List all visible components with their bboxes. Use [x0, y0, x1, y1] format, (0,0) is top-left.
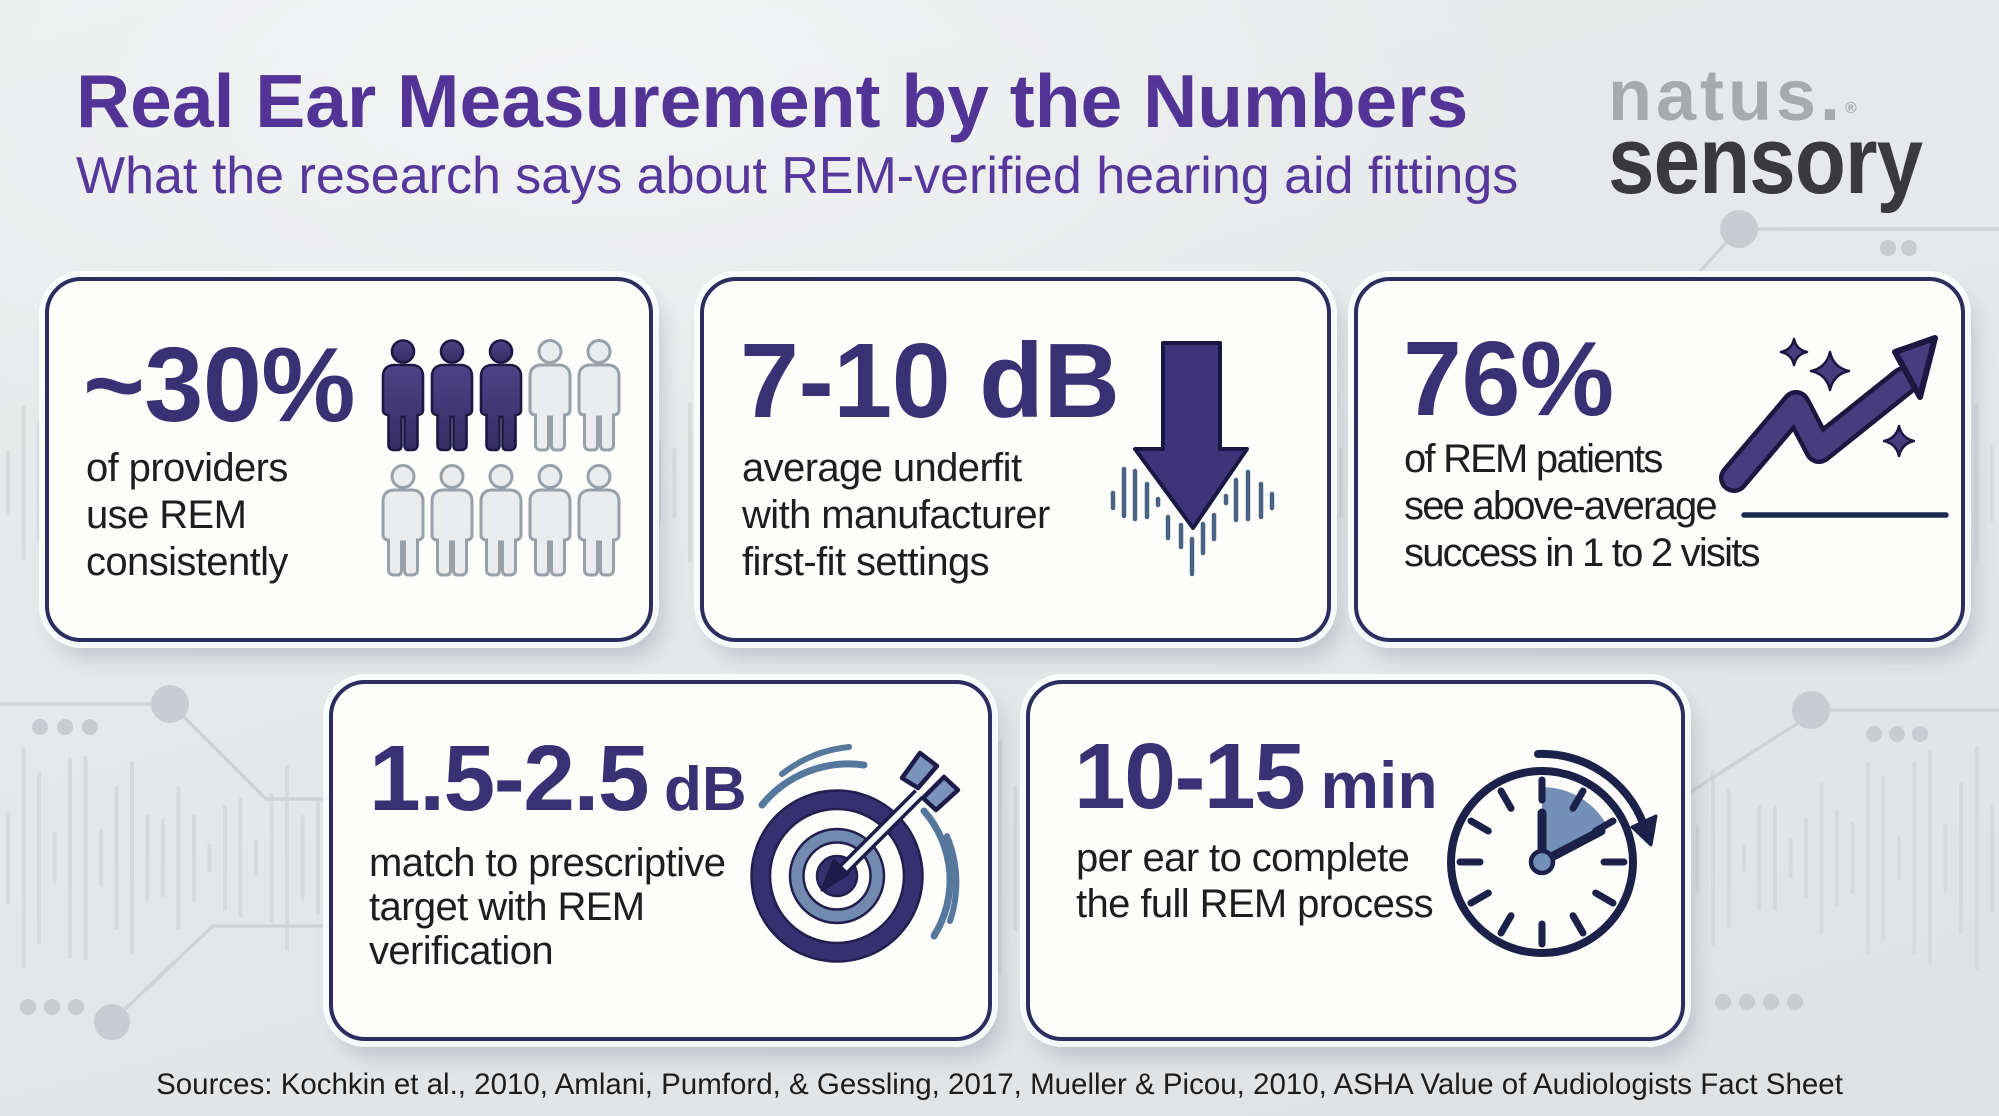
- soundwave-bars: [1110, 466, 1275, 577]
- stat-card-duration: 10-15 min per ear to complete the full RE…: [1026, 680, 1685, 1041]
- zigzag-arrow: [1719, 335, 1938, 493]
- page-subtitle: What the research says about REM-verifie…: [76, 147, 1519, 205]
- stat-unit: min: [1320, 748, 1438, 822]
- brand-logo-natus: natus.®: [1608, 56, 1857, 136]
- stat-value: 1.5-2.5 dB: [369, 732, 747, 825]
- stat-description: of providers use REM consistently: [86, 446, 288, 584]
- target-arcs: [758, 744, 960, 940]
- bullseye-target-icon: [750, 744, 961, 963]
- page-title: Real Ear Measurement by the Numbers: [76, 59, 1469, 143]
- stat-value: 76%: [1403, 326, 1630, 432]
- stat-description: match to prescriptive target with REM ve…: [369, 841, 726, 973]
- stat-description: of REM patients see above-average succes…: [1404, 437, 1761, 575]
- circuit-dots: [20, 210, 1928, 1040]
- people-grid-icon: [381, 339, 621, 577]
- down-arrow-soundwave-icon: [1110, 341, 1275, 577]
- stat-card-rem-usage: ~30% of providers use REM consistently: [45, 277, 653, 642]
- stat-description: per ear to complete the full REM process: [1076, 836, 1434, 926]
- stat-card-success: 76% of REM patients see above-average su…: [1354, 277, 1965, 642]
- sparkles: [1779, 337, 1916, 458]
- stat-card-target-match: 1.5-2.5 dB match to prescriptive target w…: [329, 680, 992, 1041]
- dart-arrow: [820, 750, 961, 892]
- clock-face: [1447, 767, 1637, 957]
- stat-number: 10-15: [1074, 724, 1306, 828]
- stat-value: 10-15 min: [1074, 730, 1438, 823]
- stat-value: ~30%: [83, 332, 371, 438]
- clock-rotation-arrow: [1534, 749, 1658, 847]
- registered-trademark-icon: ®: [1845, 100, 1857, 117]
- stat-number: 7-10 dB: [740, 322, 1120, 440]
- stat-value: 7-10 dB: [740, 328, 1135, 434]
- down-arrow: [1133, 341, 1249, 530]
- clock-center: [1528, 848, 1556, 876]
- sources-footnote: Sources: Kochkin et al., 2010, Amlani, P…: [156, 1068, 1843, 1101]
- stat-number: ~30%: [83, 326, 356, 444]
- clock-timer-icon: [1447, 749, 1658, 957]
- stat-number: 76%: [1403, 320, 1614, 438]
- brand-logo-sensory: sensory: [1608, 107, 1923, 214]
- stat-unit: dB: [664, 755, 747, 824]
- clock-ticks: [1456, 776, 1628, 948]
- trend-up-arrow-icon: [1719, 335, 1949, 518]
- clock-wedge: [1542, 787, 1608, 862]
- stat-number: 1.5-2.5: [369, 726, 650, 830]
- stat-card-underfit: 7-10 dB average underfit with manufactur…: [700, 277, 1331, 642]
- stat-description: average underfit with manufacturer first…: [742, 446, 1050, 584]
